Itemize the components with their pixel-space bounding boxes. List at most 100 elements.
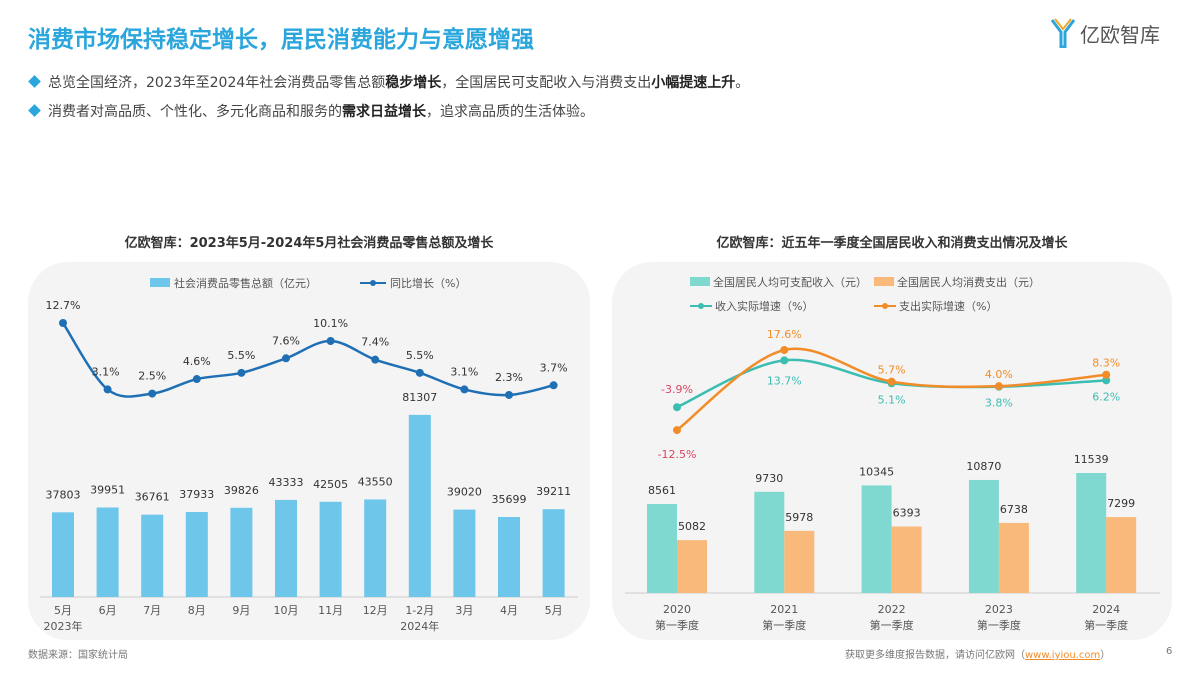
x-tick-label: 4月 (500, 604, 518, 617)
line-point (1102, 370, 1111, 379)
legend-label: 支出实际增速（%） (899, 299, 997, 313)
line-point (282, 354, 290, 363)
x-tick-label: 1-2月 (405, 604, 434, 617)
line-point (415, 368, 424, 377)
x-tick-label: 9月 (232, 604, 250, 617)
x-tick-label: 2023 (985, 603, 1013, 616)
line-value-label: 7.6% (272, 334, 300, 347)
line-point (103, 385, 112, 394)
legend-bar-swatch (150, 278, 170, 287)
line-point (192, 375, 201, 384)
line-value-label: 10.1% (313, 317, 348, 330)
line-point (887, 377, 896, 386)
bar (230, 507, 253, 597)
logo: 亿欧智库 (1050, 18, 1160, 48)
bar-value-label: 43550 (358, 475, 393, 488)
page-title: 消费市场保持稳定增长，居民消费能力与意愿增强 (28, 27, 534, 53)
line-value-label: 5.5% (406, 349, 434, 362)
expense-bar (784, 530, 815, 593)
line-point (237, 368, 246, 377)
bar (96, 507, 119, 597)
x-tick-label: 2020 (663, 603, 691, 616)
line-point (505, 390, 513, 399)
line-point (59, 319, 67, 327)
bar-value-label: 8561 (648, 484, 676, 497)
bar-value-label: 11539 (1074, 453, 1109, 466)
bar-value-label: 43333 (269, 476, 304, 489)
line-value-label: 6.2% (1092, 390, 1120, 403)
line-value-label: 8.3% (1092, 357, 1120, 370)
bar-value-label: 37933 (179, 488, 214, 501)
bar-value-label: 5082 (678, 520, 706, 533)
line-point (673, 426, 681, 435)
legend-label: 同比增长（%） (390, 276, 466, 290)
bar (185, 512, 208, 597)
bar-value-label: 39020 (447, 486, 482, 499)
expense-bar (891, 526, 922, 593)
bar (453, 509, 476, 597)
source-note: 数据来源：国家统计局 (28, 650, 128, 661)
expense-bar (677, 540, 707, 593)
bar-value-label: 37803 (46, 488, 81, 501)
line-value-label: 3.8% (985, 397, 1013, 410)
line-point (994, 382, 1003, 391)
x-tick-label: 2022 (878, 603, 906, 616)
line-value-label: 17.6% (767, 328, 802, 341)
line-value-label: 5.5% (227, 349, 255, 362)
legend-bar-swatch (690, 277, 710, 286)
expense-bar (1106, 517, 1137, 593)
bar (498, 517, 520, 597)
bar-value-label: 39211 (536, 485, 571, 498)
x-tick-sublabel: 第一季度 (870, 618, 914, 632)
line-value-label: 2.5% (138, 370, 166, 383)
legend-line-marker (698, 303, 704, 309)
line-value-label: 2.3% (495, 371, 523, 384)
line-point (1102, 376, 1111, 385)
left-chart-title: 亿欧智库：2023年5月-2024年5月社会消费品零售总额及增长 (124, 236, 494, 251)
x-tick-label: 2024 (1092, 603, 1120, 616)
x-tick-label: 6月 (99, 604, 117, 617)
expense-bar (998, 522, 1029, 593)
line-value-label: 12.7% (46, 299, 81, 312)
page-number: 6 (1166, 646, 1173, 657)
line-value-label: -3.9% (661, 383, 693, 396)
bar-value-label: 42505 (313, 478, 348, 491)
bar (542, 509, 565, 597)
income-bar (968, 479, 999, 593)
bar (275, 499, 297, 597)
legend-label: 社会消费品零售总额（亿元） (174, 276, 317, 290)
line-value-label: 13.7% (767, 374, 802, 387)
bar (319, 501, 342, 597)
bar-value-label: 10345 (859, 465, 894, 478)
x-tick-sublabel: 第一季度 (977, 618, 1021, 632)
income-bar (647, 503, 677, 593)
legend-label: 全国居民人均消费支出（元） (897, 275, 1040, 289)
bar-value-label: 7299 (1107, 497, 1135, 510)
line-point (673, 403, 681, 412)
right-chart-title: 亿欧智库：近五年一季度全国居民收入和消费支出情况及增长 (716, 236, 1068, 251)
line-value-label: 3.7% (540, 361, 568, 374)
line-value-label: 4.0% (985, 368, 1013, 381)
income-bar (754, 491, 785, 593)
bullet-1: 总览全国经济，2023年至2024年社会消费品零售总额稳步增长，全国居民可支配收… (28, 72, 749, 92)
x-year-label: 2024年 (400, 619, 439, 633)
legend-label: 收入实际增速（%） (715, 299, 813, 313)
line-value-label: 7.4% (361, 336, 389, 349)
bar-value-label: 6738 (1000, 503, 1028, 516)
bar-value-label: 35699 (492, 493, 527, 506)
x-year-label: 2023年 (44, 619, 83, 633)
website-link[interactable]: www.iyiou.com (1025, 650, 1101, 661)
line-point (549, 381, 558, 390)
bar-value-label: 9730 (755, 472, 783, 485)
legend-line-marker (370, 280, 376, 286)
bar-value-label: 39951 (90, 484, 125, 497)
x-tick-label: 5月 (545, 604, 563, 617)
x-tick-label: 3月 (455, 604, 473, 617)
legend-line-marker (882, 303, 888, 309)
legend-label: 全国居民人均可支配收入（元） (713, 275, 867, 289)
bar-value-label: 81307 (402, 391, 437, 404)
x-tick-label: 12月 (363, 604, 388, 617)
x-tick-label: 8月 (188, 604, 206, 617)
income-bar (861, 485, 892, 593)
